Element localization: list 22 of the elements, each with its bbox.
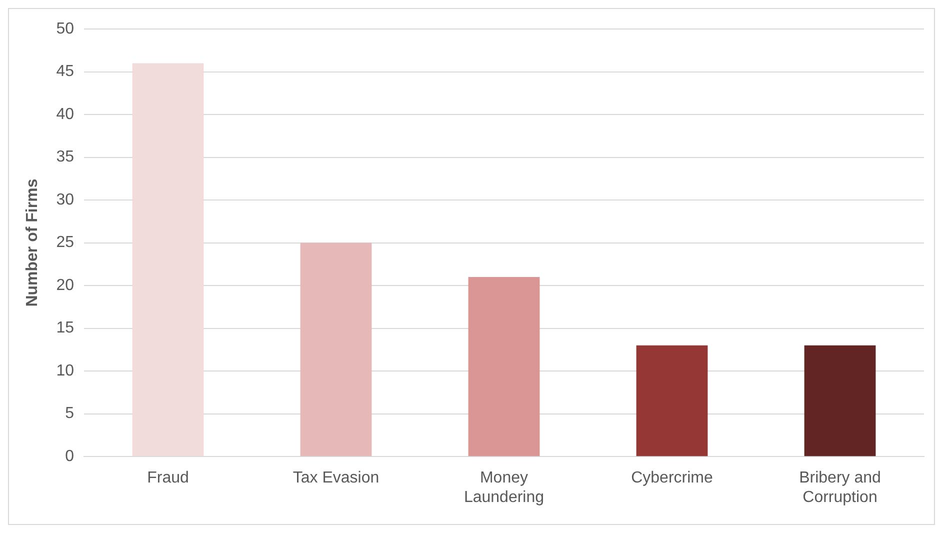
x-tick-label: Fraud: [147, 470, 189, 487]
x-tick-label: Tax Evasion: [292, 470, 380, 487]
bar: [300, 242, 372, 456]
y-tick-label: 0: [65, 448, 74, 466]
y-tick-label: 15: [56, 320, 74, 337]
y-tick-label: 20: [56, 276, 74, 294]
y-tick-label: 30: [56, 191, 74, 208]
y-tick-label: 25: [56, 234, 74, 252]
x-tick-label: Money Laundering: [464, 470, 544, 506]
x-tick-label: Cybercrime: [631, 470, 713, 487]
bar: [468, 277, 540, 456]
y-tick-label: 50: [56, 20, 74, 38]
y-tick-label: 10: [56, 362, 74, 380]
y-tick-label: 35: [56, 148, 74, 166]
bar: [132, 63, 204, 456]
x-tick-label: Bribery and Corruption: [799, 470, 881, 506]
bar: [636, 345, 708, 456]
y-tick-label: 5: [65, 405, 74, 422]
bar: [804, 345, 876, 456]
y-tick-label: 40: [56, 106, 74, 123]
y-tick-label: 45: [56, 63, 74, 80]
y-axis-title: Number of Firms: [24, 178, 42, 307]
